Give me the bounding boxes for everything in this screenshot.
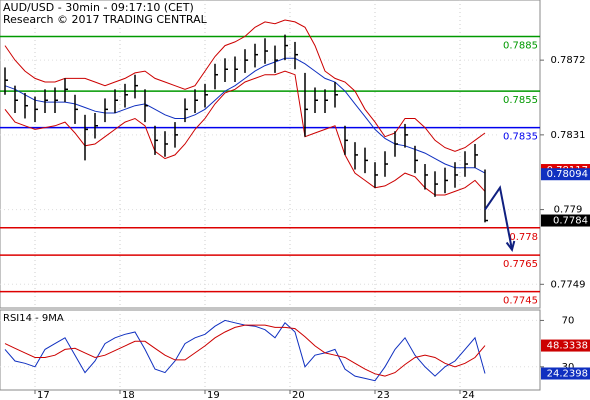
level-label: 0.7885 [503,40,538,51]
level-label-bg [500,230,538,242]
y-tick-label: 0.7831 [551,130,586,141]
title-bg [2,1,188,27]
value-box-label: 24.2398 [547,368,588,379]
level-label-bg [500,94,538,106]
x-tick-label: 20 [292,390,305,400]
chart-title: AUD/USD - 30min - 09:17:10 (CET) [3,1,194,14]
level-label-bg [500,294,538,306]
level-label: 0.7765 [503,259,538,270]
rsi-line [4,319,486,382]
level-label: 0.778 [509,232,538,243]
value-box [541,339,590,352]
indicator-line [4,57,486,174]
y-tick-label: 0.7872 [551,55,586,66]
rsi-label: RSI14 - 9MA [3,313,64,324]
value-box [541,214,590,227]
indicator-line [4,19,486,152]
level-label-bg [500,130,538,142]
x-tick-label: 19 [207,390,220,400]
x-tick-label: 18 [122,390,135,400]
x-tick-label: 23 [377,390,390,400]
x-tick-label: 17 [37,390,50,400]
rsi-panel [0,309,541,391]
projection-line [484,185,513,250]
chart-subtitle: Research © 2017 TRADING CENTRAL [3,13,208,26]
value-box-label: 0.7784 [553,216,588,227]
x-tick-label: 24 [462,390,475,400]
value-box-label: 48.3338 [547,341,588,352]
level-label-bg [500,39,538,51]
level-label: 0.7835 [503,132,538,143]
value-box-label: 0.78094 [547,169,588,180]
level-label: 0.7855 [503,95,538,106]
level-label-bg [500,258,538,270]
value-box [541,168,590,181]
price-panel [0,0,541,309]
y-tick-label: 30 [562,362,575,373]
level-label: 0.7745 [503,296,538,307]
value-box [541,367,590,380]
rsi-line [4,324,486,377]
y-tick-label: 70 [562,315,575,326]
projection-arrowhead [505,240,516,252]
y-tick-label: 0.779 [554,205,583,216]
y-tick-label: 0.7749 [551,279,586,290]
indicator-line [4,70,486,196]
